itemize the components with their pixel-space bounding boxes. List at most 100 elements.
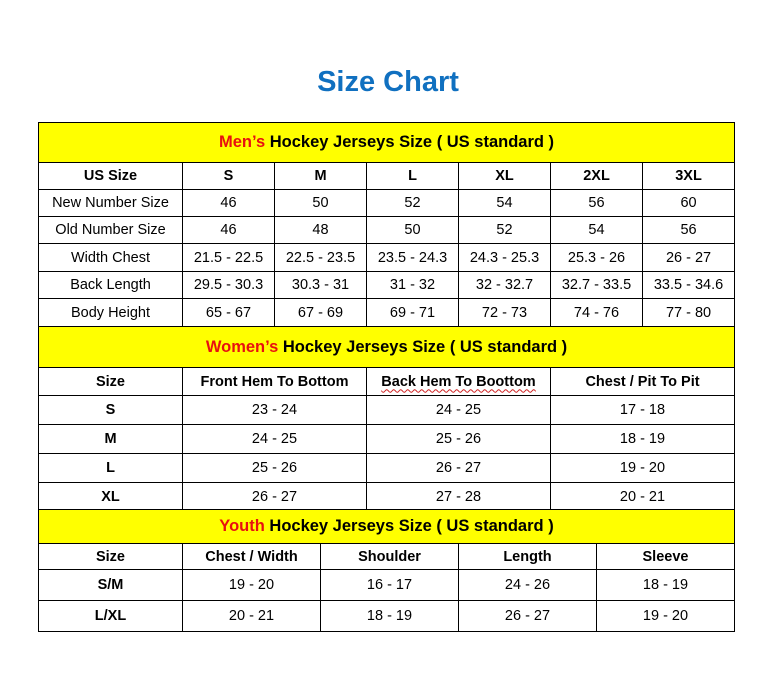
youth-column-header: Sleeve: [595, 543, 736, 570]
table-cell: 74 - 76: [550, 298, 643, 327]
table-cell: 56: [550, 189, 643, 217]
table-cell: 26 - 27: [182, 482, 367, 511]
table-row: Old Number Size 46 48 50 52 54 56: [38, 216, 736, 244]
row-label: M: [38, 424, 183, 454]
mens-section-heading: Men’s Hockey Jerseys Size ( US standard …: [37, 122, 736, 163]
table-cell: 20 - 21: [549, 482, 736, 511]
youth-heading-text: Hockey Jerseys Size ( US standard ): [264, 517, 554, 535]
womens-section-heading: Women’s Hockey Jerseys Size ( US standar…: [37, 326, 736, 368]
table-cell: 32.7 - 33.5: [550, 271, 643, 299]
table-cell: 30.3 - 31: [274, 271, 367, 299]
table-cell: 20 - 21: [182, 600, 321, 632]
table-cell: 21.5 - 22.5: [182, 243, 275, 272]
table-cell: 22.5 - 23.5: [274, 243, 367, 272]
table-cell: 27 - 28: [366, 482, 551, 511]
table-cell: 24 - 26: [458, 569, 597, 601]
row-label: L/XL: [38, 600, 183, 632]
table-cell: 25 - 26: [182, 453, 367, 483]
mens-label: Men’s: [219, 133, 266, 151]
youth-column-header: Length: [458, 543, 597, 570]
row-label: XL: [38, 482, 183, 511]
table-cell: 23.5 - 24.3: [366, 243, 459, 272]
women-column-header: Front Hem To Bottom: [182, 367, 367, 396]
men-header-row: US Size S M L XL 2XL 3XL: [38, 162, 736, 190]
youth-column-header: Shoulder: [320, 543, 459, 570]
table-cell: 67 - 69: [274, 298, 367, 327]
table-cell: 19 - 20: [182, 569, 321, 601]
row-label: Back Length: [38, 271, 183, 299]
table-row: Back Length 29.5 - 30.3 30.3 - 31 31 - 32 32…: [38, 271, 736, 299]
men-column-header: S: [182, 162, 275, 190]
men-column-header: XL: [458, 162, 551, 190]
row-label: Body Height: [38, 298, 183, 327]
table-cell: 46: [182, 189, 275, 217]
table-cell: 52: [366, 189, 459, 217]
women-column-header: Back Hem To Boottom: [366, 367, 551, 396]
table-cell: 26 - 27: [366, 453, 551, 483]
youth-section-heading: Youth Hockey Jerseys Size ( US standard …: [37, 509, 736, 544]
table-cell: 19 - 20: [595, 600, 736, 632]
youth-size-table: Youth Hockey Jerseys Size ( US standard …: [37, 509, 736, 632]
table-cell: 77 - 80: [641, 298, 736, 327]
youth-header-row: Size Chest / Width Shoulder Length Sleeve: [38, 543, 736, 570]
table-cell: 25.3 - 26: [550, 243, 643, 272]
table-cell: 26 - 27: [641, 243, 736, 272]
womens-size-table: Women’s Hockey Jerseys Size ( US standar…: [37, 326, 736, 511]
men-column-header: 2XL: [550, 162, 643, 190]
table-cell: 72 - 73: [458, 298, 551, 327]
womens-label: Women’s: [205, 337, 279, 356]
mens-size-table: Men’s Hockey Jerseys Size ( US standard …: [37, 122, 736, 327]
table-cell: 25 - 26: [366, 424, 551, 454]
table-row: L 25 - 26 26 - 27 19 - 20: [38, 453, 736, 483]
table-cell: 54: [458, 189, 551, 217]
table-row: L/XL 20 - 21 18 - 19 26 - 27 19 - 20: [38, 600, 736, 632]
table-cell: 29.5 - 30.3: [182, 271, 275, 299]
table-cell: 33.5 - 34.6: [641, 271, 736, 299]
men-column-header: US Size: [38, 162, 183, 190]
table-row: M 24 - 25 25 - 26 18 - 19: [38, 424, 736, 454]
table-cell: 60: [641, 189, 736, 217]
table-cell: 18 - 19: [595, 569, 736, 601]
mens-heading-text: Hockey Jerseys Size ( US standard ): [265, 133, 555, 151]
table-cell: 17 - 18: [549, 395, 736, 425]
table-row: XL 26 - 27 27 - 28 20 - 21: [38, 482, 736, 511]
row-label: Width Chest: [38, 243, 183, 272]
page-title: Size Chart: [317, 66, 459, 98]
table-cell: 26 - 27: [458, 600, 597, 632]
table-cell: 54: [550, 216, 643, 244]
men-column-header: 3XL: [641, 162, 736, 190]
table-row: New Number Size 46 50 52 54 56 60: [38, 189, 736, 217]
table-cell: 32 - 32.7: [458, 271, 551, 299]
womens-heading-text: Hockey Jerseys Size ( US standard ): [278, 337, 568, 356]
table-cell: 56: [641, 216, 736, 244]
table-row: Body Height 65 - 67 67 - 69 69 - 71 72 - 73 7…: [38, 298, 736, 327]
women-column-header: Size: [38, 367, 183, 396]
youth-column-header: Chest / Width: [182, 543, 321, 570]
row-label: S: [38, 395, 183, 425]
table-cell: 50: [366, 216, 459, 244]
table-cell: 48: [274, 216, 367, 244]
table-cell: 23 - 24: [182, 395, 367, 425]
row-label: L: [38, 453, 183, 483]
table-row: S 23 - 24 24 - 25 17 - 18: [38, 395, 736, 425]
men-column-header: L: [366, 162, 459, 190]
women-header-row: Size Front Hem To Bottom Back Hem To Boott…: [38, 367, 736, 396]
table-cell: 50: [274, 189, 367, 217]
table-cell: 16 - 17: [320, 569, 459, 601]
table-cell: 69 - 71: [366, 298, 459, 327]
table-row: S/M 19 - 20 16 - 17 24 - 26 18 - 19: [38, 569, 736, 601]
row-label: New Number Size: [38, 189, 183, 217]
women-column-header: Chest / Pit To Pit: [549, 367, 736, 396]
table-cell: 31 - 32: [366, 271, 459, 299]
table-cell: 24 - 25: [182, 424, 367, 454]
table-cell: 18 - 19: [549, 424, 736, 454]
table-cell: 46: [182, 216, 275, 244]
table-cell: 19 - 20: [549, 453, 736, 483]
table-cell: 65 - 67: [182, 298, 275, 327]
row-label: Old Number Size: [38, 216, 183, 244]
row-label: S/M: [38, 569, 183, 601]
youth-column-header: Size: [38, 543, 183, 570]
table-row: Width Chest 21.5 - 22.5 22.5 - 23.5 23.5 - …: [38, 243, 736, 272]
table-cell: 24 - 25: [366, 395, 551, 425]
youth-label: Youth: [219, 517, 265, 535]
